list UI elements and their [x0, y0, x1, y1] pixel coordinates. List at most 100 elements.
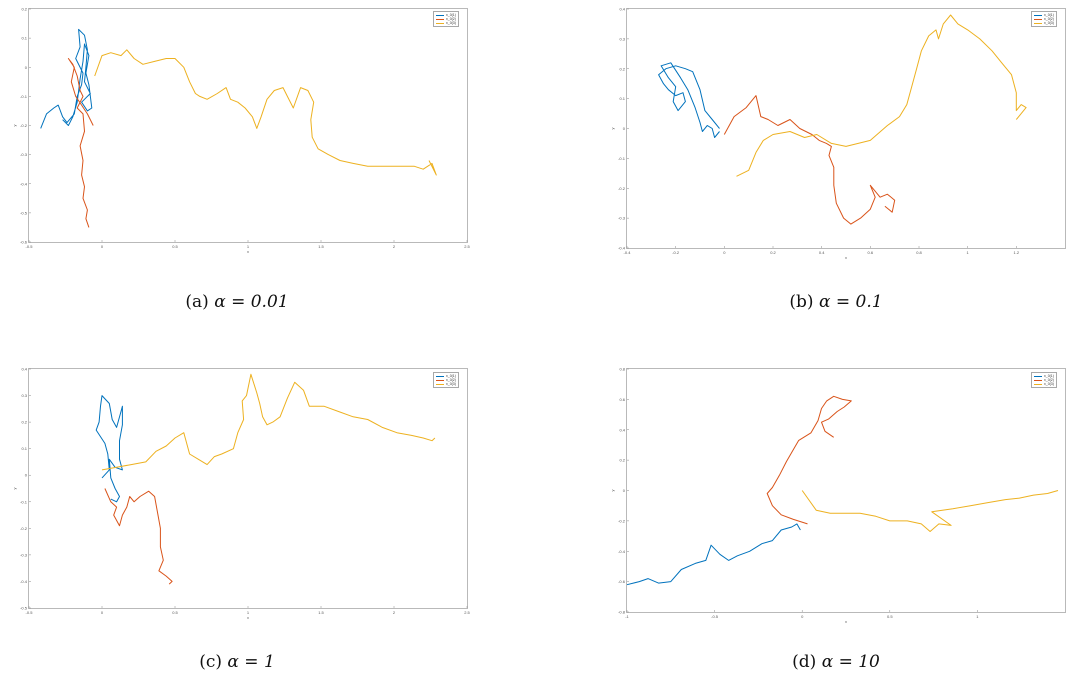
legend-entry: x_0(2): [436, 378, 456, 382]
y-tick-label: 0.8: [619, 367, 625, 372]
y-tick-label: -0.4: [618, 549, 626, 554]
y-tick-label: -0.3: [20, 552, 28, 557]
legend-label: x_0(2): [446, 378, 456, 382]
legend-label: x_0(1): [1044, 13, 1054, 17]
x-tick-label: 0.6: [868, 250, 874, 255]
x-tick-label: -1: [625, 614, 629, 619]
legend-swatch: [1034, 383, 1042, 385]
legend-entry: x_0(1): [436, 13, 456, 17]
legend-b: x_0(1) x_0(2) x_0(3): [1031, 11, 1057, 27]
legend-swatch: [1034, 18, 1042, 20]
series-line: [101, 373, 436, 471]
x-tick-label: -0.4: [624, 250, 632, 255]
x-tick-label: 0.5: [887, 614, 893, 619]
y-axis-label: y: [610, 490, 615, 492]
x-tick-label: 1.5: [318, 610, 324, 615]
y-tick-label: 0: [25, 473, 28, 478]
legend-label: x_0(3): [446, 21, 456, 25]
y-tick-label: -0.6: [618, 579, 626, 584]
legend-swatch: [436, 383, 444, 385]
chart-c: -0.5 0 0.5 1 1.5 2 2.5 -0.5 -0.4 -0.3 -0.2 -0.1 0 0.1…: [12, 367, 471, 621]
x-tick-label: 0.5: [172, 244, 178, 249]
y-tick-label: 0.4: [619, 7, 625, 12]
x-tick-label: -0.2: [672, 250, 680, 255]
series-line: [94, 49, 437, 176]
caption-parameter: α = 1: [227, 652, 275, 672]
y-tick-label: -0.3: [20, 152, 28, 157]
series-line: [766, 395, 852, 525]
legend-label: x_0(3): [1044, 21, 1054, 25]
y-tick-label: -0.2: [618, 518, 626, 523]
series-line: [95, 395, 123, 503]
y-tick-label: 0.1: [21, 36, 27, 41]
x-tick-label: 0.4: [819, 250, 825, 255]
caption-label: (a): [185, 292, 209, 312]
x-tick-label: -0.5: [711, 614, 719, 619]
legend-label: x_0(2): [1044, 378, 1054, 382]
caption-label: (c): [199, 652, 223, 672]
x-tick-label: 1: [247, 244, 250, 249]
x-tick-label: 0: [723, 250, 726, 255]
legend-label: x_0(1): [1044, 374, 1054, 378]
plot-frame-d: [626, 368, 1066, 613]
y-tick-label: -0.1: [618, 156, 626, 161]
chart-b: -0.4 -0.2 0 0.2 0.4 0.6 0.8 1 1.2 -0.4 -0.3 -0.2 -0.…: [610, 7, 1027, 260]
legend-entry: x_0(3): [436, 21, 456, 25]
legend-swatch: [1034, 375, 1042, 377]
legend-label: x_0(2): [1044, 17, 1054, 21]
y-tick-label: -0.8: [618, 610, 626, 615]
y-tick-label: 0.4: [619, 427, 625, 432]
y-tick-label: 0.3: [619, 36, 625, 41]
y-tick-label: 0.3: [21, 393, 27, 398]
y-tick-label: -0.4: [20, 181, 28, 186]
y-axis-label: y: [610, 128, 615, 130]
x-tick-label: 0: [801, 614, 804, 619]
legend-entry: x_0(1): [1034, 13, 1054, 17]
legend-label: x_0(3): [1044, 382, 1054, 386]
x-tick-label: 2: [393, 244, 396, 249]
y-tick-label: 0.6: [619, 397, 625, 402]
caption-parameter: α = 0.1: [818, 292, 883, 312]
x-tick-label: 0.8: [916, 250, 922, 255]
legend-swatch: [1034, 22, 1042, 24]
y-tick-label: -0.2: [20, 123, 28, 128]
x-axis-label: x: [247, 249, 249, 254]
y-tick-label: -0.4: [20, 579, 28, 584]
legend-swatch: [436, 379, 444, 381]
y-tick-label: 0.1: [619, 96, 625, 101]
legend-entry: x_0(3): [1034, 21, 1054, 25]
caption-d: (d) α = 10: [736, 652, 936, 672]
legend-swatch: [1034, 379, 1042, 381]
x-tick-label: 1: [967, 250, 970, 255]
legend-swatch: [436, 14, 444, 16]
legend-a: x_0(1) x_0(2) x_0(3): [433, 11, 459, 27]
legend-entry: x_0(1): [436, 374, 456, 378]
series-line: [723, 95, 896, 225]
x-tick-label: 1.2: [1014, 250, 1020, 255]
legend-entry: x_0(3): [1034, 382, 1054, 386]
legend-entry: x_0(2): [1034, 17, 1054, 21]
y-tick-label: -0.1: [20, 94, 28, 99]
x-tick-label: 2.5: [464, 610, 470, 615]
x-tick-label: 0.2: [770, 250, 776, 255]
y-tick-label: -0.1: [20, 499, 28, 504]
x-tick-label: 1: [247, 610, 250, 615]
legend-entry: x_0(3): [436, 382, 456, 386]
legend-label: x_0(1): [446, 13, 456, 17]
y-tick-label: 0.1: [21, 446, 27, 451]
y-axis-label: y: [12, 125, 17, 127]
chart-a: -0.5 0 0.5 1 1.5 2 2.5-0.6-0.5-0.4-0.3-0.2-0.1…: [12, 7, 471, 255]
y-tick-label: -0.2: [618, 186, 626, 191]
legend-label: x_0(3): [446, 382, 456, 386]
legend-swatch: [436, 375, 444, 377]
y-tick-label: 0.4: [21, 367, 27, 372]
series-line: [801, 490, 1059, 532]
caption-c: (c) α = 1: [137, 652, 337, 672]
y-tick-label: 0.2: [619, 458, 625, 463]
legend-entry: x_0(1): [1034, 374, 1054, 378]
y-tick-label: 0.2: [21, 420, 27, 425]
y-axis-label: y: [12, 488, 17, 490]
series-line: [40, 28, 93, 129]
caption-label: (b): [789, 292, 814, 312]
y-tick-label: -0.5: [20, 606, 28, 611]
